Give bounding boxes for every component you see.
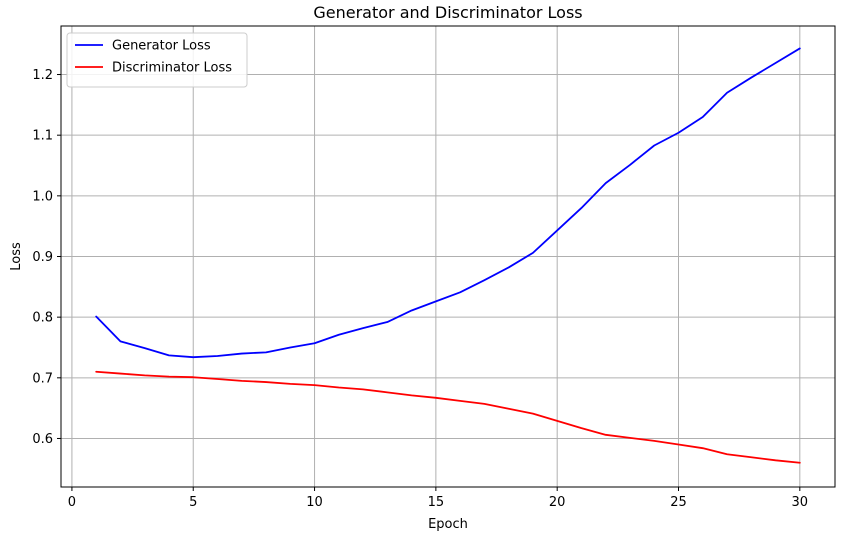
- y-tick-label-2: 0.8: [32, 311, 53, 326]
- series-line-1: [95, 370, 801, 464]
- x-tick-label-5: 25: [670, 495, 687, 510]
- legend-box: [66, 32, 248, 88]
- y-tick-label-1: 0.7: [32, 371, 53, 386]
- y-tick-label-6: 1.2: [32, 68, 53, 83]
- ticks: 0 5 10 15 20 25 30 0.6 0.7 0.8 0.9 1.0 1.1 1.2: [32, 68, 808, 510]
- x-tick-label-0: 0: [68, 495, 76, 510]
- y-tick-label-3: 0.9: [32, 250, 53, 265]
- x-tick-label-6: 30: [792, 495, 809, 510]
- legend: Generator Loss Discriminator Loss: [66, 32, 248, 88]
- series-layer: [95, 47, 801, 464]
- x-tick-label-1: 5: [189, 495, 197, 510]
- y-tick-label-4: 1.0: [32, 189, 53, 204]
- y-axis-label: Loss: [9, 242, 24, 271]
- legend-label-1: Discriminator Loss: [112, 61, 232, 76]
- legend-label-0: Generator Loss: [112, 39, 211, 54]
- y-tick-label-5: 1.1: [32, 129, 53, 144]
- x-tick-label-4: 20: [549, 495, 566, 510]
- y-tick-label-0: 0.6: [32, 432, 53, 447]
- series-line-0: [95, 47, 801, 359]
- x-axis-label: Epoch: [428, 517, 468, 532]
- x-tick-label-2: 10: [306, 495, 323, 510]
- chart-title: Generator and Discriminator Loss: [313, 3, 582, 22]
- x-tick-label-3: 15: [428, 495, 445, 510]
